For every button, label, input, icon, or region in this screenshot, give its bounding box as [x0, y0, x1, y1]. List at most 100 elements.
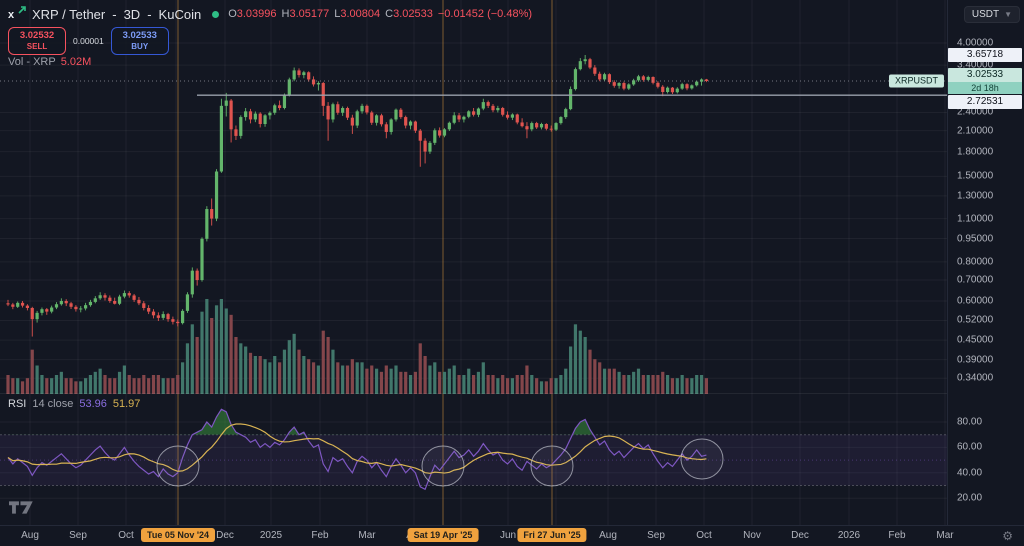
rsi-legend[interactable]: RSI 14 close 53.96 51.97	[8, 398, 141, 410]
candle-body	[181, 310, 185, 324]
candle-body	[350, 117, 354, 126]
volume-bar	[40, 374, 44, 394]
time-axis-label: Aug	[599, 530, 617, 541]
event-date-label[interactable]: Sat 19 Apr '25	[407, 528, 479, 542]
volume-bar	[307, 359, 311, 394]
pane-divider[interactable]	[0, 393, 1024, 394]
volume-bar	[544, 381, 548, 394]
candle-body	[297, 70, 301, 76]
candle-body	[661, 86, 665, 92]
candle-body	[331, 104, 335, 120]
volume-bar	[214, 305, 219, 394]
candle-body	[472, 111, 476, 115]
candle-body	[704, 79, 708, 81]
candle-body	[370, 112, 374, 123]
volume-bar	[530, 374, 534, 394]
currency-selector[interactable]: USDT ▼	[963, 6, 1020, 23]
symbol-title[interactable]: XRP / Tether	[32, 6, 106, 22]
candle-body	[428, 142, 432, 152]
sell-button[interactable]: 3.02532 SELL	[8, 27, 66, 55]
time-axis[interactable]: ⚙ AugSepOctNovDec2025FebMarAprMayJunJulA…	[0, 525, 1024, 546]
candle-body	[544, 123, 548, 129]
volume-bar	[399, 371, 403, 394]
axis-price-label: 0.95000	[957, 233, 994, 244]
time-axis-label: Sep	[647, 530, 665, 541]
gear-icon[interactable]: ⚙	[1002, 529, 1013, 543]
candle-body	[559, 117, 563, 124]
tradingview-logo[interactable]	[9, 499, 35, 521]
volume-bar	[244, 346, 248, 394]
volume-bar	[627, 374, 631, 394]
axis-price-label: 1.30000	[957, 190, 994, 202]
title-separator: -	[147, 6, 152, 22]
volume-bar	[297, 349, 301, 394]
volume-bar	[457, 374, 461, 394]
event-date-label[interactable]: Tue 05 Nov '24	[141, 528, 215, 542]
candle-body	[520, 122, 524, 127]
candle-body	[341, 108, 345, 113]
symbol-legend[interactable]: x XRP / Tether - 3D - KuCoin O3.03996 H3…	[8, 6, 532, 22]
volume-bar	[598, 362, 602, 394]
candle-body	[214, 171, 219, 219]
volume-bar	[535, 378, 539, 394]
interval-label[interactable]: 3D	[123, 6, 141, 22]
volume-bar	[428, 365, 432, 394]
volume-bar	[11, 378, 15, 394]
highlight-circle[interactable]	[530, 445, 574, 487]
rsi-overbought-fill	[192, 409, 594, 435]
candle-body	[588, 59, 592, 68]
candle-body	[156, 315, 160, 318]
volume-bar	[79, 381, 83, 394]
candle-body	[108, 297, 112, 302]
axis-rsi-label: 40.00	[957, 467, 983, 479]
volume-bar	[171, 378, 175, 394]
volume-legend[interactable]: Vol - XRP 5.02M	[8, 56, 92, 68]
candle-body	[530, 123, 534, 130]
volume-bar	[74, 381, 78, 394]
volume-bar	[680, 374, 684, 394]
volume-bar	[88, 374, 93, 394]
axis-price-label: 4.00000	[957, 37, 994, 49]
candle-body	[25, 305, 29, 308]
volume-bar	[559, 374, 563, 394]
volume-bar	[384, 365, 388, 394]
candle-body	[219, 105, 223, 172]
candle-body	[6, 303, 10, 305]
volume-bar	[573, 324, 578, 394]
volume-bar	[462, 374, 466, 394]
volume-bar	[501, 374, 505, 394]
event-date-label[interactable]: Fri 27 Jun '25	[517, 528, 587, 542]
volume-bar	[181, 362, 185, 394]
candle-body	[239, 117, 243, 136]
volume-bar	[132, 378, 136, 394]
highlight-circle[interactable]	[421, 445, 465, 487]
volume-bar	[156, 374, 160, 394]
candle-body	[651, 77, 655, 83]
axis-price-label: 0.60000	[957, 295, 994, 307]
candle-body	[699, 79, 704, 82]
highlight-circle[interactable]	[156, 445, 200, 487]
candle-body	[171, 319, 175, 322]
volume-bar	[418, 343, 422, 394]
candle-body	[515, 114, 519, 123]
candle-body	[394, 109, 398, 120]
candle-body	[564, 109, 568, 118]
volume-bar	[117, 371, 122, 394]
buy-button[interactable]: 3.02533 BUY	[110, 27, 169, 55]
volume-bar	[64, 378, 68, 394]
candle-body	[423, 140, 427, 152]
volume-bar	[253, 355, 257, 394]
highlight-circle[interactable]	[680, 438, 724, 480]
candle-body	[268, 112, 272, 116]
volume-bar	[127, 374, 131, 394]
candle-body	[200, 238, 204, 281]
volume-bar	[345, 365, 350, 394]
candle-body	[321, 83, 325, 106]
candle-body	[675, 88, 679, 93]
chart-canvas[interactable]	[0, 0, 947, 525]
candle-body	[442, 129, 447, 136]
exchange-label[interactable]: KuCoin	[158, 6, 202, 22]
axis-rsi-label: 80.00	[957, 416, 983, 428]
volume-bar	[690, 378, 694, 394]
candle-body	[646, 77, 650, 80]
